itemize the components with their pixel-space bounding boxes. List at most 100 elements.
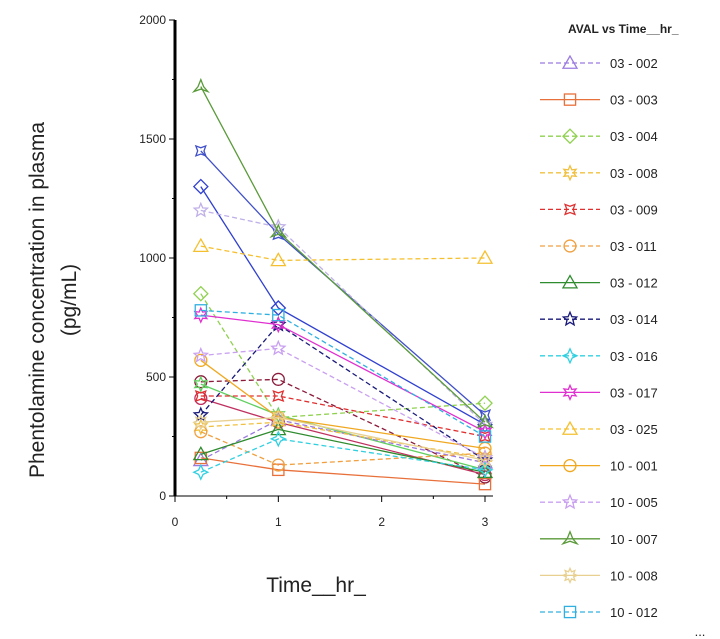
data-point-marker bbox=[563, 239, 577, 253]
data-point-marker bbox=[561, 420, 579, 435]
data-point-marker bbox=[192, 237, 209, 253]
data-point-marker bbox=[561, 347, 579, 365]
data-point-marker bbox=[192, 201, 210, 218]
data-point-marker bbox=[477, 395, 493, 412]
series bbox=[194, 425, 492, 472]
data-point-marker bbox=[192, 346, 210, 363]
legend-title: AVAL vs Time__hr_ bbox=[568, 22, 679, 36]
data-point-marker bbox=[478, 446, 492, 460]
data-point-marker bbox=[194, 389, 207, 402]
data-point-marker bbox=[269, 430, 287, 448]
legend-label: 10 - 001 bbox=[610, 459, 658, 474]
data-point-marker bbox=[271, 372, 285, 386]
series-line bbox=[200, 359, 486, 450]
y-axis-title-line2: (pg/mL) bbox=[58, 264, 81, 336]
y-tick-label: 0 bbox=[159, 489, 166, 503]
series-line bbox=[200, 457, 486, 485]
data-point-marker bbox=[191, 77, 210, 93]
data-point-marker bbox=[192, 463, 210, 481]
legend-item: 10 - 005 bbox=[540, 493, 658, 510]
data-point-marker bbox=[192, 406, 210, 423]
series-line bbox=[200, 431, 486, 466]
data-point-marker bbox=[271, 458, 285, 472]
data-point-marker bbox=[194, 144, 207, 157]
legend-item: 10 - 001 bbox=[540, 459, 658, 474]
x-tick-label: 0 bbox=[172, 515, 179, 529]
legend-item: 03 - 009 bbox=[540, 202, 658, 217]
legend-label: 03 - 017 bbox=[610, 385, 658, 400]
series-line bbox=[200, 428, 486, 473]
legend-label: 03 - 003 bbox=[610, 93, 658, 108]
series-line bbox=[200, 347, 486, 459]
series-line bbox=[200, 150, 486, 416]
series-line bbox=[200, 419, 486, 464]
legend-item: 03 - 002 bbox=[540, 54, 658, 71]
legend-item: 10 - 012 bbox=[540, 605, 658, 620]
legend-item: 03 - 008 bbox=[540, 164, 658, 182]
series-unlisted bbox=[192, 201, 494, 432]
series bbox=[194, 304, 492, 443]
legend: AVAL vs Time__hr_ ... 03 - 002 03 - 003 03… bbox=[540, 22, 705, 639]
legend-more: ... bbox=[695, 624, 706, 639]
series-unlisted bbox=[194, 144, 492, 422]
legend-item: 03 - 011 bbox=[540, 239, 657, 254]
legend-label: 03 - 009 bbox=[610, 202, 658, 217]
data-point-marker bbox=[478, 477, 492, 491]
series-line bbox=[200, 293, 486, 419]
legend-label: 03 - 011 bbox=[610, 239, 657, 254]
series bbox=[192, 430, 494, 481]
legend-label: 10 - 007 bbox=[610, 532, 658, 547]
data-point-marker bbox=[476, 451, 494, 469]
data-point-marker bbox=[563, 605, 577, 619]
series-line bbox=[200, 323, 486, 461]
series-unlisted bbox=[192, 178, 493, 433]
data-point-marker bbox=[475, 413, 495, 429]
data-point-marker bbox=[192, 285, 209, 302]
data-point-marker bbox=[478, 409, 492, 422]
data-point-marker bbox=[563, 93, 577, 106]
data-point-marker bbox=[269, 408, 287, 427]
data-point-marker bbox=[272, 463, 285, 477]
series bbox=[191, 77, 495, 429]
y-tick-label: 500 bbox=[146, 370, 166, 384]
legend-label: 03 - 008 bbox=[610, 166, 658, 181]
legend-label: 03 - 016 bbox=[610, 349, 658, 364]
legend-label: 03 - 025 bbox=[610, 422, 658, 437]
legend-label: 10 - 005 bbox=[610, 495, 658, 510]
legend-label: 10 - 008 bbox=[610, 568, 658, 583]
y-tick-label: 1500 bbox=[139, 132, 166, 146]
legend-item: 03 - 016 bbox=[540, 347, 658, 365]
data-point-marker bbox=[562, 128, 578, 145]
legend-item: 03 - 012 bbox=[540, 274, 658, 291]
data-point-marker bbox=[563, 458, 577, 473]
data-point-marker bbox=[270, 339, 287, 356]
data-point-marker bbox=[477, 423, 493, 441]
data-point-marker bbox=[192, 446, 209, 461]
legend-label: 03 - 012 bbox=[610, 276, 658, 291]
x-tick-label: 3 bbox=[482, 515, 489, 529]
series-line bbox=[200, 86, 486, 423]
y-tick-label: 1000 bbox=[139, 251, 166, 265]
series-line bbox=[200, 438, 486, 473]
series-line bbox=[200, 245, 486, 262]
data-point-marker bbox=[194, 353, 208, 367]
series-line bbox=[200, 395, 486, 438]
legend-item: 03 - 014 bbox=[540, 310, 658, 327]
series-line bbox=[200, 309, 486, 438]
data-point-marker bbox=[561, 493, 579, 510]
series-line bbox=[200, 416, 486, 461]
data-point-marker bbox=[476, 415, 494, 432]
legend-item: 03 - 003 bbox=[540, 93, 658, 108]
data-point-marker bbox=[478, 430, 492, 443]
legend-label: 10 - 012 bbox=[610, 605, 658, 620]
data-point-marker bbox=[272, 389, 285, 402]
data-point-marker bbox=[562, 383, 578, 402]
data-point-marker bbox=[270, 421, 287, 436]
x-axis-title: Time__hr_ bbox=[266, 574, 366, 597]
series bbox=[192, 408, 494, 469]
series-line bbox=[200, 186, 486, 426]
data-point-marker bbox=[562, 164, 578, 182]
legend-label: 03 - 004 bbox=[610, 129, 658, 144]
series-line bbox=[200, 378, 486, 478]
